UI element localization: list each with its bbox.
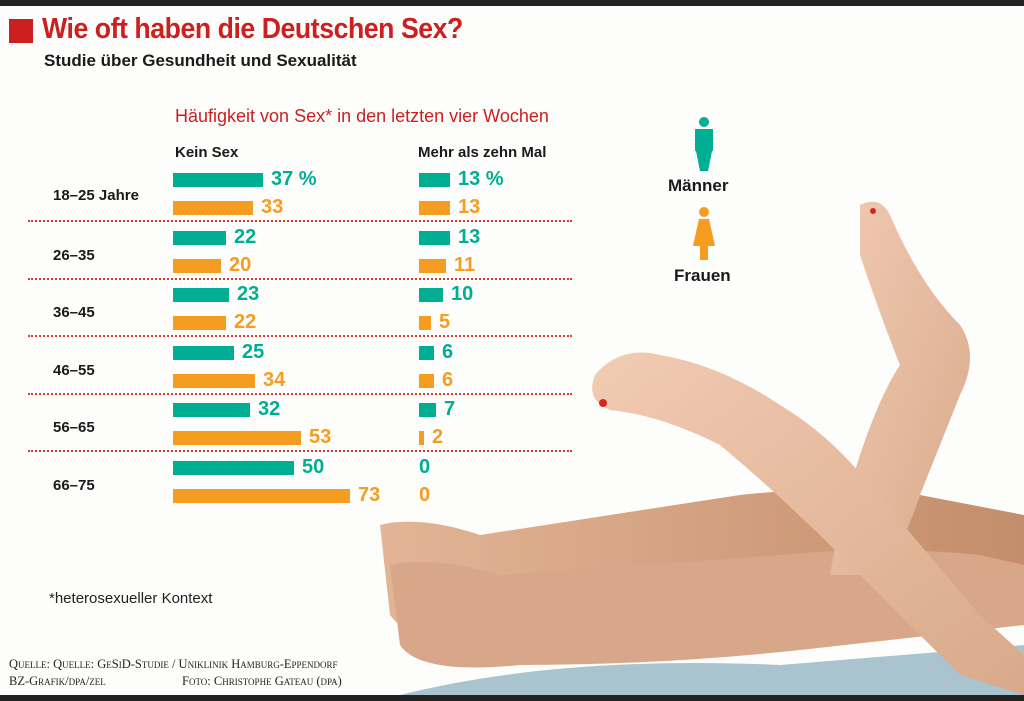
women-no-sex-value: 73 — [358, 483, 381, 506]
footnote: *heterosexueller Kontext — [49, 590, 213, 607]
row-separator — [28, 450, 572, 452]
age-group-row: 18–25 Jahre 37 % 33 13 % 13 — [0, 168, 572, 227]
age-label: 56–65 — [53, 419, 95, 436]
men-no-sex-bar — [173, 403, 250, 417]
women-no-sex-value: 33 — [261, 196, 284, 218]
men-more-than-ten-bar — [419, 173, 450, 187]
men-no-sex-value: 32 — [258, 398, 281, 420]
women-more-than-ten-value: 13 — [458, 196, 481, 218]
women-no-sex-bar — [173, 316, 226, 330]
women-more-than-ten-value: 6 — [442, 368, 454, 391]
age-group-row: 56–65 32 53 7 2 — [0, 398, 572, 457]
row-separator — [28, 220, 572, 222]
men-more-than-ten-value: 6 — [442, 340, 454, 363]
age-group-row: 36–45 23 22 10 5 — [0, 283, 572, 342]
women-no-sex-value: 20 — [229, 253, 252, 276]
age-group-row: 66–75 50 73 0 0 — [0, 455, 572, 515]
men-more-than-ten-value: 13 — [458, 225, 481, 248]
men-more-than-ten-value: 0 — [419, 455, 431, 478]
men-no-sex-value: 23 — [237, 283, 260, 305]
men-more-than-ten-value: 7 — [444, 398, 456, 420]
age-label: 26–35 — [53, 246, 95, 264]
men-no-sex-bar — [173, 173, 263, 187]
women-no-sex-value: 34 — [263, 368, 286, 391]
men-more-than-ten-bar — [419, 288, 443, 302]
age-label: 66–75 — [53, 476, 95, 494]
women-no-sex-bar — [173, 488, 350, 503]
age-label: 36–45 — [53, 304, 95, 321]
top-border — [0, 0, 1024, 6]
man-icon — [695, 117, 713, 171]
row-separator — [28, 335, 572, 337]
women-no-sex-bar — [173, 431, 301, 445]
legs-photo — [380, 201, 1024, 695]
women-no-sex-bar — [173, 258, 221, 273]
woman-icon — [693, 207, 715, 260]
title-marker — [9, 19, 33, 43]
women-no-sex-bar — [173, 373, 255, 388]
men-no-sex-bar — [173, 230, 226, 245]
men-no-sex-value: 22 — [234, 225, 257, 248]
credit-photo: Foto: Christophe Gateau (dpa) — [182, 674, 342, 688]
chart-heading: Häufigkeit von Sex* in den letzten vier … — [175, 106, 549, 126]
men-no-sex-value: 50 — [302, 455, 325, 478]
credit-grafik: BZ-Grafik/dpa/zel — [9, 674, 106, 688]
men-no-sex-value: 37 % — [271, 168, 317, 190]
column-header-more-than-ten: Mehr als zehn Mal — [418, 144, 547, 161]
men-no-sex-value: 25 — [242, 340, 265, 363]
men-more-than-ten-value: 13 % — [458, 168, 504, 190]
page-subtitle: Studie über Gesundheit und Sexualität — [44, 51, 357, 70]
age-label: 46–55 — [53, 361, 95, 379]
men-more-than-ten-bar — [419, 345, 434, 360]
legend-men: Männer — [668, 176, 729, 195]
column-header-no-sex: Kein Sex — [175, 144, 239, 161]
men-no-sex-bar — [173, 345, 234, 360]
women-more-than-ten-bar — [419, 316, 431, 330]
women-more-than-ten-bar — [419, 431, 424, 445]
women-more-than-ten-value: 11 — [454, 253, 476, 276]
women-more-than-ten-bar — [419, 258, 446, 273]
men-no-sex-bar — [173, 460, 294, 475]
page-title: Wie oft haben die Deutschen Sex? — [42, 13, 463, 45]
women-more-than-ten-value: 2 — [432, 426, 444, 448]
women-no-sex-bar — [173, 201, 253, 215]
legend-women: Frauen — [674, 266, 731, 285]
bottom-border — [0, 695, 1024, 701]
men-more-than-ten-bar — [419, 230, 450, 245]
age-label: 18–25 Jahre — [53, 187, 139, 204]
women-no-sex-value: 53 — [309, 426, 332, 448]
row-separator — [28, 277, 572, 280]
women-more-than-ten-bar — [419, 373, 434, 388]
women-more-than-ten-value: 5 — [439, 311, 451, 333]
women-more-than-ten-bar — [419, 201, 450, 215]
row-separator — [28, 392, 572, 395]
women-no-sex-value: 22 — [234, 311, 257, 333]
age-group-row: 26–35 22 20 13 11 — [0, 225, 572, 285]
age-group-row: 46–55 25 34 6 6 — [0, 340, 572, 400]
source-line: Quelle: Quelle: GeSiD-Studie / Uniklinik… — [9, 657, 338, 671]
women-more-than-ten-value: 0 — [419, 483, 431, 506]
men-more-than-ten-value: 10 — [451, 283, 474, 305]
men-more-than-ten-bar — [419, 403, 436, 417]
men-no-sex-bar — [173, 288, 229, 302]
